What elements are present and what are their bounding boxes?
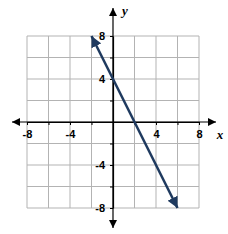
tick-mark bbox=[110, 144, 113, 145]
tick-label: -4 bbox=[95, 159, 106, 171]
tick: 8 bbox=[196, 122, 202, 140]
tick-mark bbox=[110, 58, 113, 59]
tick-mark bbox=[70, 122, 71, 125]
data-line bbox=[92, 36, 178, 208]
tick bbox=[110, 58, 113, 59]
tick: -4 bbox=[95, 159, 113, 171]
tick-label: -4 bbox=[66, 128, 77, 140]
tick-mark bbox=[110, 208, 113, 209]
tick-mark bbox=[110, 122, 113, 123]
tick bbox=[110, 122, 113, 123]
x-axis-title: x bbox=[216, 127, 224, 142]
tick-label: -8 bbox=[23, 128, 33, 140]
tick bbox=[178, 122, 179, 125]
tick-mark bbox=[110, 36, 113, 37]
tick: 4 bbox=[153, 122, 160, 140]
tick bbox=[110, 187, 113, 188]
tick-label: -8 bbox=[95, 202, 105, 214]
tick: 8 bbox=[99, 30, 113, 42]
tick-mark bbox=[110, 101, 113, 102]
tick-mark bbox=[27, 122, 28, 125]
tick-mark bbox=[110, 187, 113, 188]
x-axis: -8 -4 4 8 bbox=[23, 122, 203, 140]
tick bbox=[110, 101, 113, 102]
tick: -8 bbox=[95, 202, 113, 214]
tick-mark bbox=[178, 122, 179, 125]
tick-mark bbox=[156, 122, 157, 125]
y-axis-arrow bbox=[112, 8, 113, 228]
plot-area bbox=[92, 36, 178, 208]
tick: -4 bbox=[66, 122, 77, 140]
tick bbox=[49, 122, 50, 125]
tick-mark bbox=[49, 122, 50, 125]
tick-label: 4 bbox=[153, 128, 160, 140]
chart: -8 -4 4 8 -8 -4 4 8 x y bbox=[0, 0, 228, 234]
tick-mark bbox=[92, 122, 93, 125]
y-axis-title: y bbox=[120, 3, 128, 18]
tick-label: 8 bbox=[196, 128, 202, 140]
y-axis-line bbox=[113, 37, 114, 209]
tick-label: 4 bbox=[99, 73, 106, 85]
tick bbox=[92, 122, 93, 125]
tick-mark bbox=[199, 122, 200, 125]
tick-mark bbox=[110, 165, 113, 166]
tick: -8 bbox=[23, 122, 33, 140]
grid bbox=[27, 36, 199, 208]
tick bbox=[110, 144, 113, 145]
tick-label: 8 bbox=[99, 30, 105, 42]
y-axis: -8 -4 4 8 bbox=[95, 30, 113, 214]
